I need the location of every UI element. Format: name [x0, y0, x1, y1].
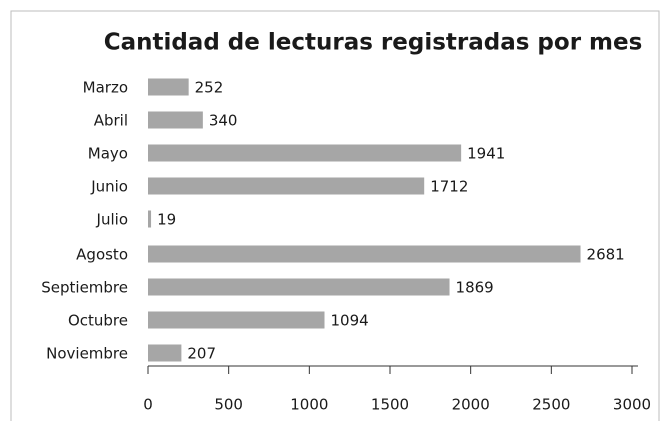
value-label: 207 [187, 345, 216, 363]
y-tick-label: Octubre [68, 312, 128, 330]
y-tick-label: Mayo [88, 145, 128, 163]
bar [148, 311, 325, 329]
chart-title: Cantidad de lecturas registradas por mes [104, 30, 643, 56]
bar [148, 144, 462, 162]
y-tick-label: Junio [90, 178, 128, 196]
value-label: 252 [195, 79, 224, 97]
y-tick-label: Abril [94, 112, 128, 130]
y-tick-label: Marzo [83, 79, 128, 97]
x-tick-label: 0 [143, 396, 153, 414]
value-label: 1941 [467, 145, 505, 163]
x-tick-label: 1500 [371, 396, 409, 414]
y-tick-label: Julio [96, 211, 128, 229]
y-tick-label: Noviembre [46, 345, 128, 363]
y-tick-label: Septiembre [41, 279, 128, 297]
value-label: 340 [209, 112, 238, 130]
value-label: 1869 [456, 279, 494, 297]
frame [10, 10, 660, 421]
bar [148, 344, 182, 362]
value-label: 2681 [587, 246, 625, 264]
value-label: 1094 [330, 312, 368, 330]
x-tick-label: 1000 [290, 396, 328, 414]
bar [148, 177, 425, 195]
value-label: 19 [157, 211, 176, 229]
x-tick-label: 2500 [532, 396, 570, 414]
bar [148, 111, 203, 129]
x-tick-label: 2000 [452, 396, 490, 414]
bar [148, 278, 450, 296]
bar [148, 210, 152, 228]
y-tick-label: Agosto [76, 246, 128, 264]
bar [148, 245, 581, 263]
bar [148, 78, 189, 96]
x-tick-label: 500 [214, 396, 243, 414]
value-label: 1712 [430, 178, 468, 196]
x-tick-label: 3000 [613, 396, 651, 414]
